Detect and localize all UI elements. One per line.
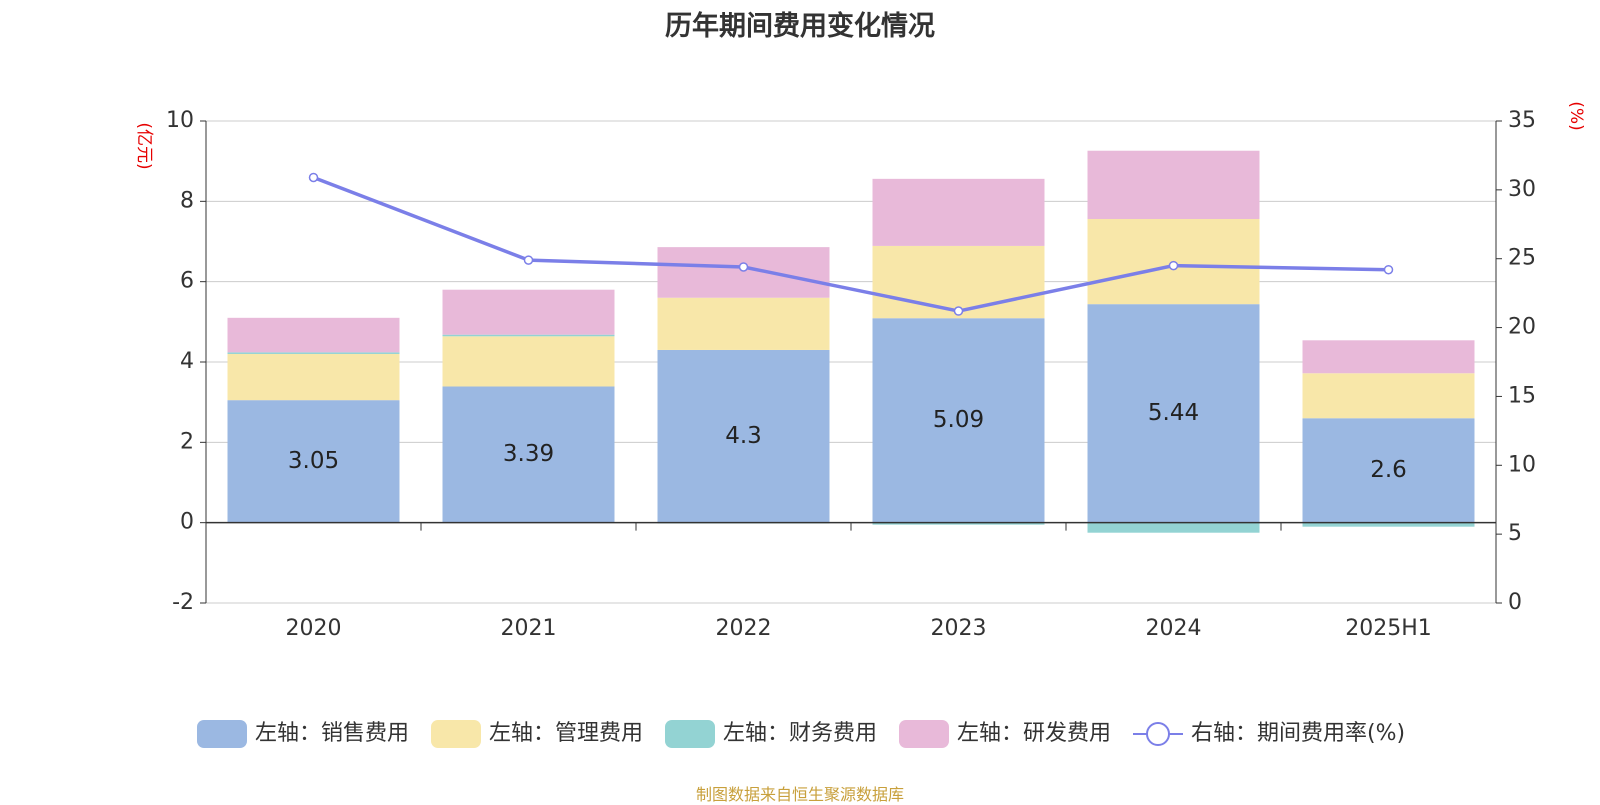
grid-lines bbox=[206, 120, 1496, 604]
bar-segment bbox=[442, 336, 615, 387]
bar-data-label: 3.39 bbox=[503, 441, 554, 467]
rate-point bbox=[308, 172, 319, 183]
rate-point bbox=[1383, 264, 1394, 275]
rate-point bbox=[1168, 260, 1179, 271]
category-label: 2021 bbox=[501, 616, 557, 641]
bar-data-label: 4.3 bbox=[725, 423, 762, 449]
bar-data-label: 2.6 bbox=[1370, 457, 1407, 483]
bar-segment bbox=[442, 334, 615, 337]
right-tick-label: 10 bbox=[1508, 452, 1536, 477]
right-tick-label: 35 bbox=[1508, 108, 1536, 133]
legend-marker bbox=[1146, 722, 1170, 746]
bar-segment bbox=[1087, 150, 1260, 220]
bar-segment bbox=[1302, 373, 1475, 419]
legend-swatch bbox=[899, 720, 949, 748]
right-tick-label: 5 bbox=[1508, 521, 1522, 546]
legend-label: 左轴：管理费用 bbox=[489, 721, 643, 746]
rate-point bbox=[523, 255, 534, 265]
category-label: 2020 bbox=[286, 616, 342, 641]
data-labels: 3.05 3.39 4.3 5.09 5.44 2.6 bbox=[288, 400, 1407, 483]
legend[interactable]: 左轴：销售费用 左轴：管理费用 左轴：财务费用 左轴：研发费用 右轴：期间费用率(%) bbox=[197, 720, 1405, 748]
bar-data-label: 5.09 bbox=[933, 407, 984, 433]
bar-segment bbox=[1302, 418, 1475, 523]
bar-segment bbox=[1087, 304, 1260, 523]
left-tick-label: 4 bbox=[180, 349, 194, 374]
left-tick-label: 6 bbox=[180, 269, 194, 294]
rate-point bbox=[953, 306, 964, 316]
legend-item[interactable]: 左轴：财务费用 bbox=[665, 720, 877, 748]
bar-segment bbox=[657, 247, 830, 298]
bar-series bbox=[227, 150, 1475, 533]
rate-line bbox=[312, 175, 1389, 313]
category-label: 2025H1 bbox=[1345, 616, 1432, 641]
bar-segment bbox=[1302, 340, 1475, 374]
chart-title: 历年期间费用变化情况 bbox=[665, 11, 935, 42]
bar-segment bbox=[872, 245, 1045, 319]
left-tick-label: 10 bbox=[166, 108, 194, 133]
legend-label: 右轴：期间费用率(%) bbox=[1191, 721, 1405, 746]
bar-segment bbox=[872, 178, 1045, 246]
bar-segment bbox=[442, 386, 615, 523]
left-tick-label: 0 bbox=[180, 510, 194, 535]
legend-swatch bbox=[197, 720, 247, 748]
bar-segment bbox=[657, 297, 830, 350]
bar-segment bbox=[657, 349, 830, 523]
rate-point bbox=[738, 262, 749, 272]
legend-item[interactable]: 右轴：期间费用率(%) bbox=[1133, 721, 1405, 746]
category-label: 2022 bbox=[716, 616, 772, 641]
legend-item[interactable]: 左轴：研发费用 bbox=[899, 720, 1111, 748]
right-axis-unit-label: (%) bbox=[1566, 101, 1586, 130]
bar-segment bbox=[227, 352, 400, 354]
legend-label: 左轴：财务费用 bbox=[723, 721, 877, 746]
right-tick-label: 25 bbox=[1508, 246, 1536, 271]
bar-data-label: 3.05 bbox=[288, 448, 339, 474]
right-tick-label: 0 bbox=[1508, 590, 1522, 615]
bar-segment bbox=[1087, 522, 1260, 533]
bar-segment bbox=[1302, 522, 1475, 527]
line-series bbox=[308, 172, 1394, 316]
left-tick-label: 8 bbox=[180, 188, 194, 213]
bar-segment bbox=[442, 289, 615, 335]
bar-segment bbox=[227, 317, 400, 353]
legend-item[interactable]: 左轴：销售费用 bbox=[197, 720, 409, 748]
legend-item[interactable]: 左轴：管理费用 bbox=[431, 720, 643, 748]
bar-segment bbox=[872, 522, 1045, 525]
right-tick-label: 15 bbox=[1508, 383, 1536, 408]
legend-swatch bbox=[431, 720, 481, 748]
bar-segment bbox=[227, 353, 400, 401]
category-label: 2024 bbox=[1146, 616, 1202, 641]
source-note: 制图数据来自恒生聚源数据库 bbox=[695, 785, 904, 804]
legend-label: 左轴：销售费用 bbox=[255, 721, 409, 746]
bar-data-label: 5.44 bbox=[1148, 400, 1199, 426]
bar-segment bbox=[227, 400, 400, 523]
right-tick-label: 20 bbox=[1508, 315, 1536, 340]
axes: -2 0 2 4 6 8 10 0 5 10 15 20 25 30 35 (亿元) (%) 2020 2021 20… bbox=[134, 101, 1586, 641]
legend-label: 左轴：研发费用 bbox=[957, 721, 1111, 746]
left-tick-label: 2 bbox=[180, 429, 194, 454]
category-label: 2023 bbox=[931, 616, 987, 641]
bar-segment bbox=[872, 318, 1045, 523]
left-tick-label: -2 bbox=[172, 590, 194, 615]
right-tick-label: 30 bbox=[1508, 177, 1536, 202]
legend-swatch bbox=[665, 720, 715, 748]
left-axis-unit-label: (亿元) bbox=[134, 122, 154, 169]
